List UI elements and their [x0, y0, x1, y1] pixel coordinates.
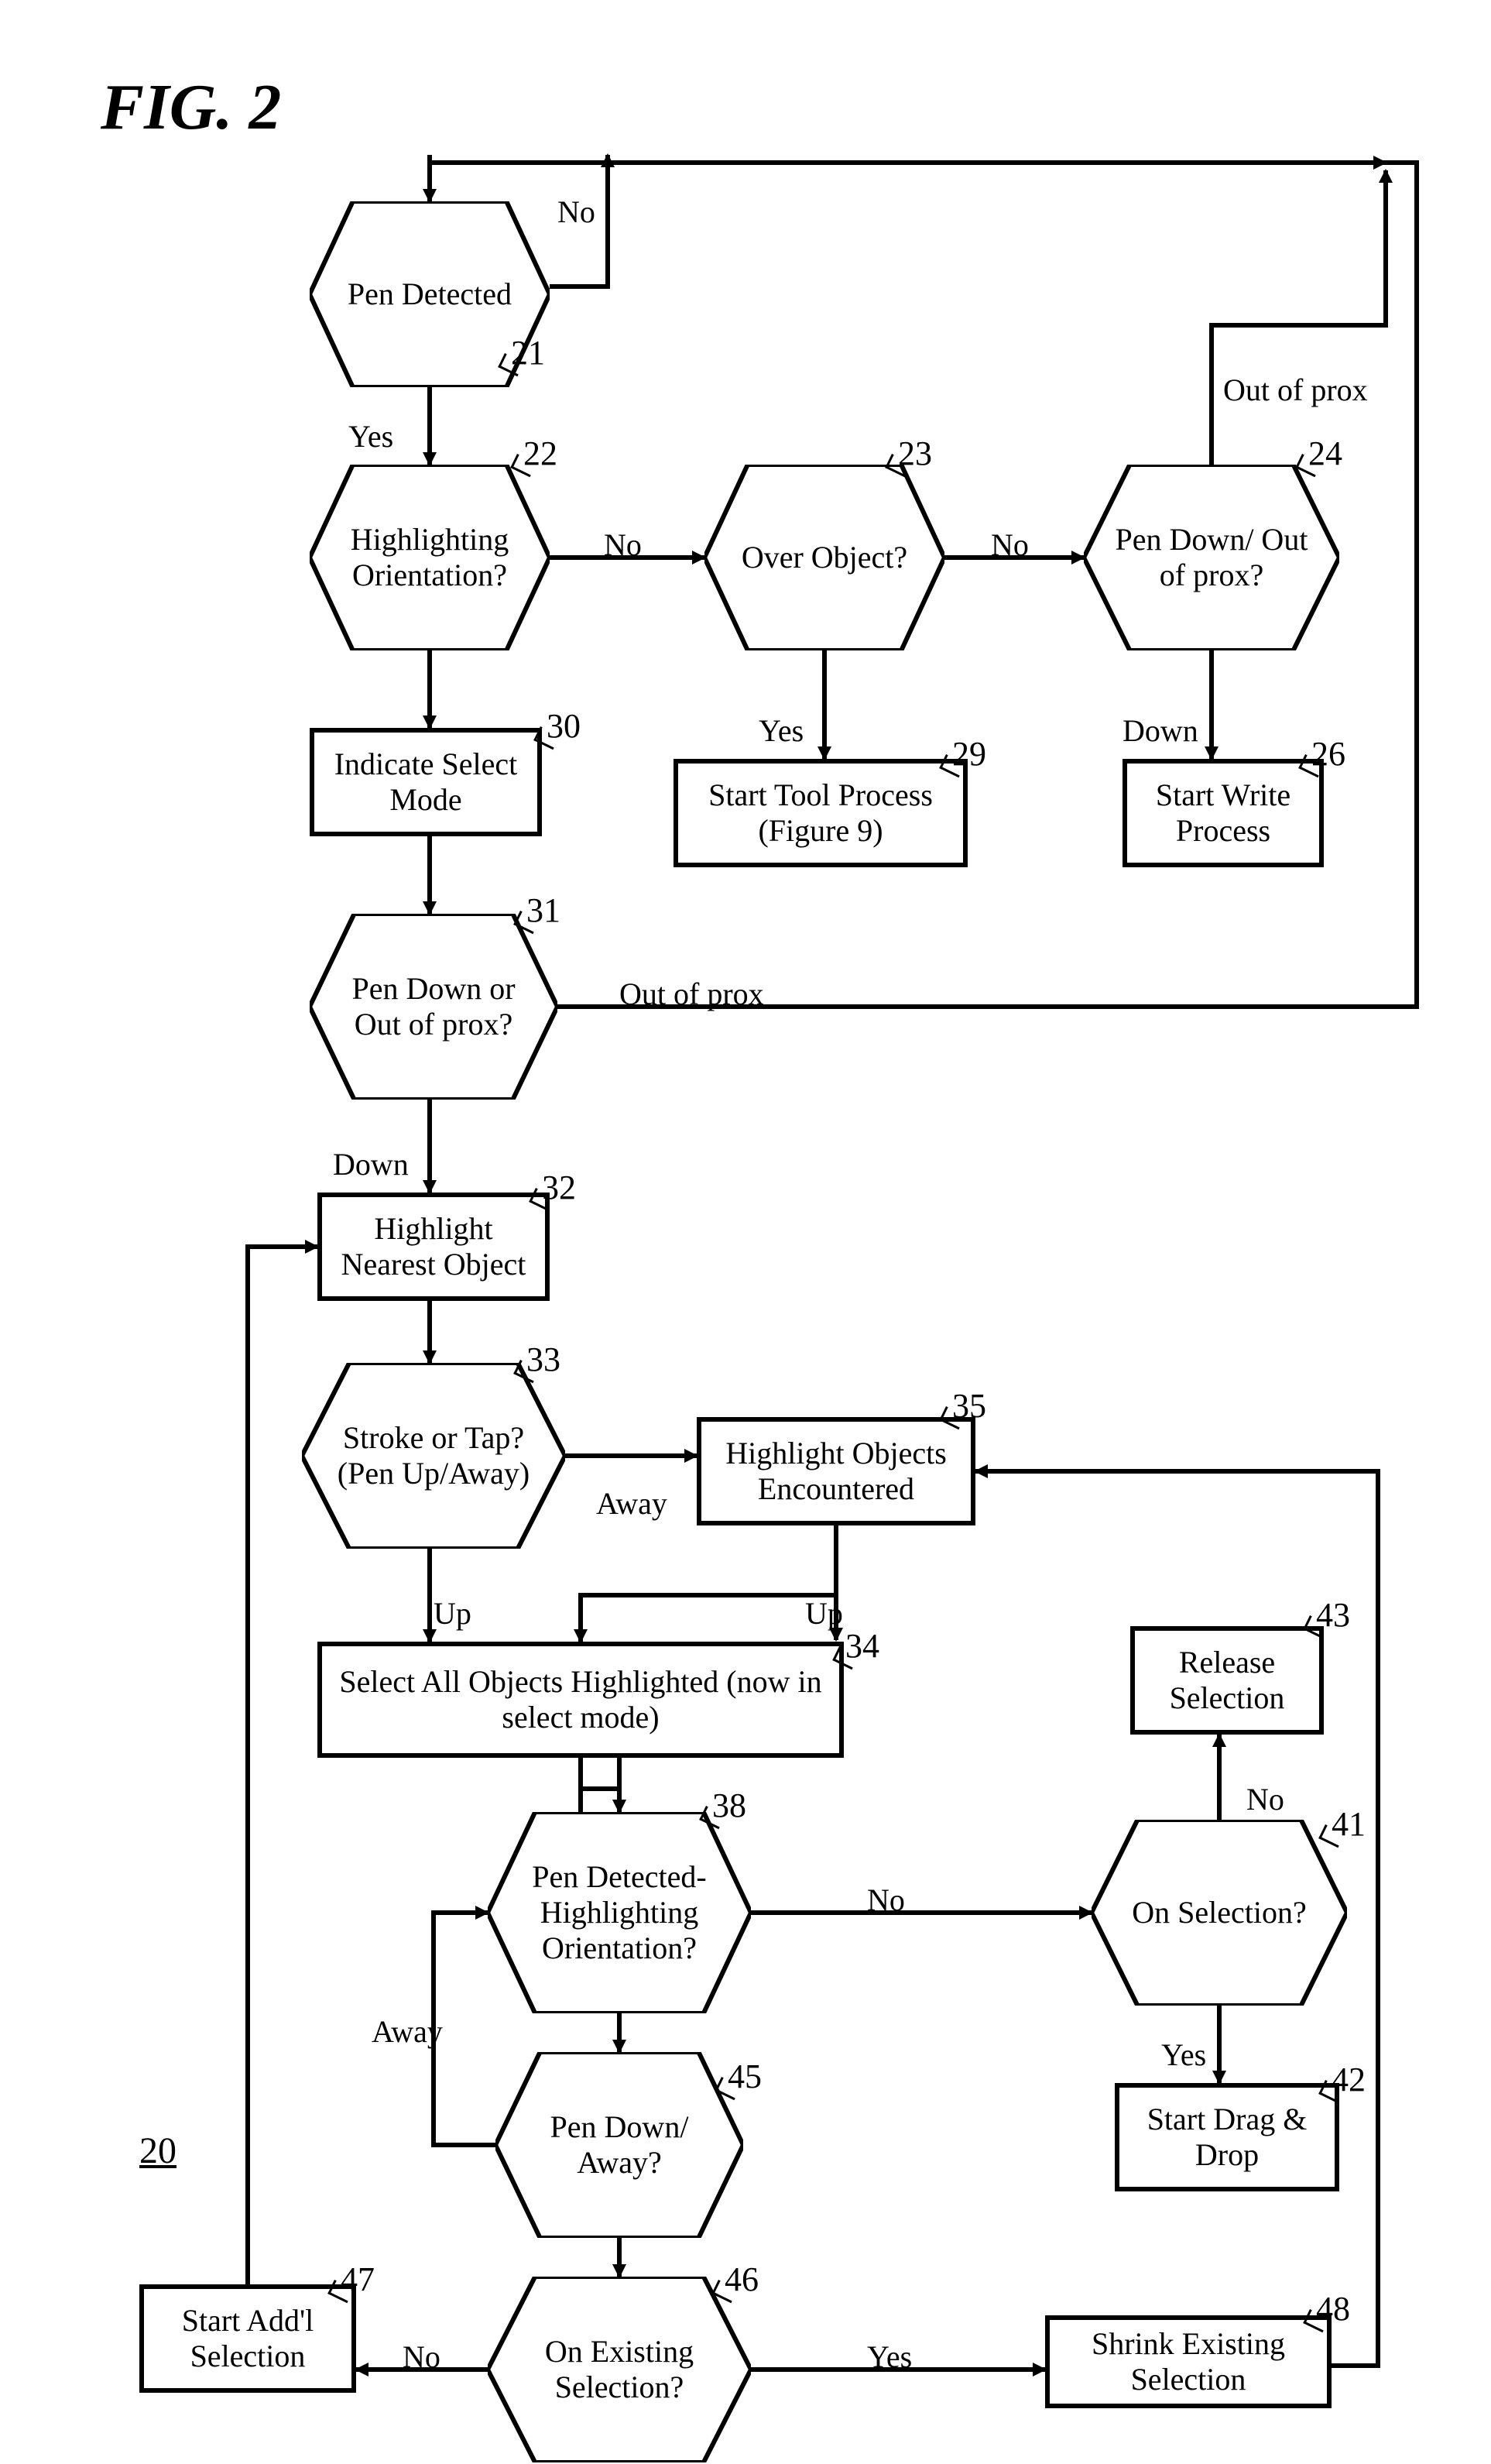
node-label: Highlight Nearest Object — [330, 1211, 537, 1282]
decision-n38: Pen Detected- Highlighting Orientation? — [488, 1812, 751, 2013]
edge-label: Yes — [867, 2339, 912, 2375]
node-label: Stroke or Tap? (Pen Up/Away) — [302, 1363, 565, 1549]
edge-label: Yes — [348, 418, 393, 455]
node-label: Release Selection — [1143, 1645, 1311, 1716]
process-n48: Shrink Existing Selection — [1045, 2315, 1332, 2408]
process-n29: Start Tool Process (Figure 9) — [674, 759, 968, 867]
edge-label: No — [1246, 1781, 1284, 1817]
decision-n41: On Selection? — [1092, 1820, 1347, 2006]
node-label: Pen Detected- Highlighting Orientation? — [488, 1812, 751, 2013]
edge-label: Down — [1123, 712, 1198, 749]
edge-label: Up — [434, 1595, 471, 1632]
node-label: Highlighting Orientation? — [310, 465, 550, 650]
process-n26: Start Write Process — [1123, 759, 1324, 867]
edge-label: Away — [372, 2013, 443, 2050]
decision-n24: Pen Down/ Out of prox? — [1084, 465, 1339, 650]
edge-label: Yes — [759, 712, 804, 749]
node-label: On Existing Selection? — [488, 2277, 751, 2462]
node-label: On Selection? — [1092, 1820, 1347, 2006]
edge-e34_38 — [581, 1758, 619, 1812]
process-n47: Start Add'l Selection — [139, 2284, 356, 2393]
node-label: Pen Down/ Away? — [495, 2052, 743, 2238]
edge-label: No — [557, 194, 595, 230]
edge-label: Yes — [1161, 2037, 1206, 2073]
decision-n31: Pen Down or Out of prox? — [310, 914, 557, 1100]
figure-title: FIG. 2 — [101, 70, 281, 145]
decision-n23: Over Object? — [704, 465, 944, 650]
node-label: Over Object? — [704, 465, 944, 650]
process-n42: Start Drag & Drop — [1115, 2083, 1339, 2191]
process-n35: Highlight Objects Encountered — [697, 1417, 975, 1525]
edge-label: No — [403, 2339, 440, 2375]
edge-label: Down — [333, 1146, 409, 1182]
edge-label: No — [867, 1882, 905, 1918]
decision-n46: On Existing Selection? — [488, 2277, 751, 2462]
process-n32: Highlight Nearest Object — [317, 1193, 550, 1301]
edge-label: No — [991, 527, 1029, 563]
process-n43: Release Selection — [1130, 1626, 1324, 1735]
edge-label: No — [604, 527, 642, 563]
edge-label: Out of prox — [1223, 372, 1368, 408]
decision-n45: Pen Down/ Away? — [495, 2052, 743, 2238]
node-label: Indicate Select Mode — [322, 746, 530, 818]
node-label: Shrink Existing Selection — [1057, 2326, 1319, 2397]
edge-label: Up — [805, 1595, 843, 1632]
figure-number: 20 — [139, 2129, 177, 2172]
node-label: Start Add'l Selection — [152, 2303, 344, 2374]
node-label: Select All Objects Highlighted (now in s… — [330, 1664, 831, 1735]
node-label: Start Drag & Drop — [1127, 2102, 1327, 2173]
node-label: Start Tool Process (Figure 9) — [686, 777, 955, 849]
flowchart-canvas: FIG. 2 20 Pen Detected21Highlighting Ori… — [0, 0, 1491, 2464]
edge-label: Away — [596, 1485, 667, 1522]
edge-e45away38 — [434, 1913, 495, 2145]
node-label: Pen Down/ Out of prox? — [1084, 465, 1339, 650]
decision-n22: Highlighting Orientation? — [310, 465, 550, 650]
process-n34: Select All Objects Highlighted (now in s… — [317, 1642, 844, 1758]
edge-label: Out of prox — [619, 976, 764, 1012]
edge-e24out_top — [1212, 170, 1386, 465]
node-label: Pen Down or Out of prox? — [310, 914, 557, 1100]
node-label: Start Write Process — [1135, 777, 1311, 849]
process-n30: Indicate Select Mode — [310, 728, 542, 836]
node-label: Highlight Objects Encountered — [709, 1436, 963, 1507]
decision-n33: Stroke or Tap? (Pen Up/Away) — [302, 1363, 565, 1549]
edge-e35up34 — [581, 1525, 836, 1642]
